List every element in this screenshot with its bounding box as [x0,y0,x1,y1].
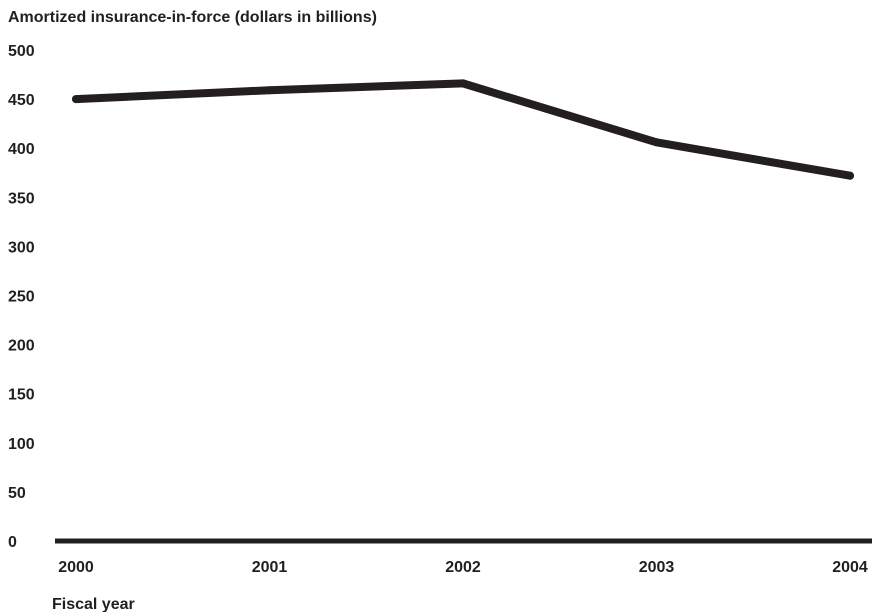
x-tick-label: 2003 [639,559,675,576]
data-point [72,95,80,104]
y-tick-label: 450 [8,92,35,109]
x-tick-label: 2001 [252,559,288,576]
x-tick-label: 2004 [832,559,868,576]
y-tick-label: 300 [8,239,35,256]
data-point [459,79,467,88]
x-tick-label: 2000 [58,559,94,576]
y-tick-label: 0 [8,534,17,551]
x-axis-ticks: 2000 2001 2002 2003 2004 [58,559,868,576]
y-tick-label: 400 [8,141,35,158]
y-tick-label: 200 [8,338,35,355]
x-axis-title: Fiscal year [52,596,135,612]
series-line [72,79,854,180]
y-axis-title: Amortized insurance-in-force (dollars in… [8,9,377,26]
data-point [652,138,661,147]
y-tick-label: 350 [8,190,35,207]
y-tick-label: 50 [8,485,26,502]
y-tick-label: 150 [8,387,35,404]
x-tick-label: 2002 [445,559,481,576]
y-tick-label: 250 [8,289,35,306]
data-point [265,86,274,95]
y-tick-label: 500 [8,43,35,60]
data-point [846,171,854,180]
y-tick-label: 100 [8,436,35,453]
